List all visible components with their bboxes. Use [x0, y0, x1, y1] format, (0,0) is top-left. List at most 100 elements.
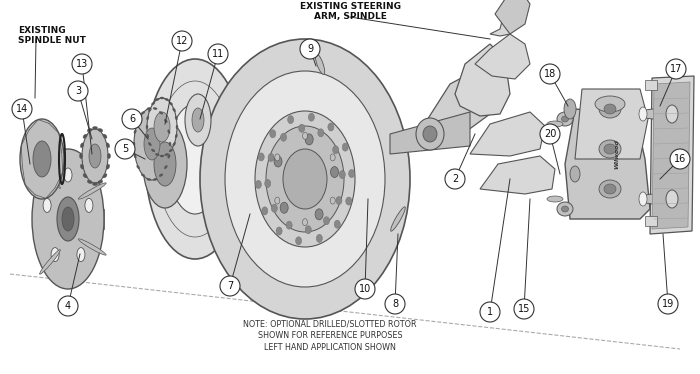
- Text: 4: 4: [65, 301, 71, 311]
- Ellipse shape: [268, 153, 274, 162]
- Ellipse shape: [64, 168, 72, 182]
- Text: 3: 3: [75, 86, 81, 96]
- Text: 12: 12: [176, 36, 188, 46]
- Ellipse shape: [185, 94, 211, 146]
- Ellipse shape: [200, 39, 410, 319]
- Ellipse shape: [258, 153, 264, 161]
- Text: 18: 18: [544, 69, 556, 79]
- Ellipse shape: [256, 180, 261, 188]
- Ellipse shape: [103, 174, 107, 178]
- Ellipse shape: [316, 234, 323, 242]
- Ellipse shape: [640, 194, 670, 204]
- Ellipse shape: [154, 142, 176, 186]
- Circle shape: [58, 296, 78, 316]
- Ellipse shape: [309, 113, 314, 121]
- Ellipse shape: [283, 149, 327, 209]
- Ellipse shape: [168, 130, 170, 134]
- Ellipse shape: [640, 109, 670, 119]
- Ellipse shape: [225, 71, 385, 287]
- Ellipse shape: [173, 142, 176, 146]
- Ellipse shape: [134, 154, 136, 158]
- Ellipse shape: [557, 202, 573, 216]
- Ellipse shape: [57, 197, 79, 241]
- Ellipse shape: [328, 123, 334, 131]
- Ellipse shape: [159, 174, 163, 177]
- Text: 13: 13: [76, 59, 88, 69]
- Ellipse shape: [561, 116, 568, 122]
- Ellipse shape: [286, 221, 292, 229]
- Ellipse shape: [599, 140, 621, 158]
- Ellipse shape: [305, 134, 313, 145]
- Ellipse shape: [557, 112, 573, 126]
- Polygon shape: [490, 0, 520, 36]
- Ellipse shape: [604, 184, 616, 194]
- Ellipse shape: [604, 104, 616, 114]
- Polygon shape: [652, 82, 690, 229]
- Ellipse shape: [155, 98, 160, 101]
- Text: 20: 20: [544, 129, 556, 139]
- Ellipse shape: [159, 111, 163, 114]
- Text: 5: 5: [122, 144, 128, 154]
- Ellipse shape: [144, 128, 160, 160]
- Ellipse shape: [146, 116, 149, 120]
- Ellipse shape: [547, 196, 563, 202]
- Ellipse shape: [342, 143, 348, 151]
- Ellipse shape: [62, 207, 74, 231]
- Ellipse shape: [98, 180, 103, 184]
- Ellipse shape: [168, 154, 170, 158]
- Circle shape: [220, 276, 240, 296]
- Ellipse shape: [160, 97, 164, 99]
- Ellipse shape: [265, 180, 271, 187]
- Ellipse shape: [40, 249, 60, 274]
- Text: 2: 2: [452, 174, 458, 184]
- Ellipse shape: [147, 107, 151, 110]
- Ellipse shape: [570, 166, 580, 182]
- Ellipse shape: [154, 112, 170, 142]
- Text: 17: 17: [670, 64, 682, 74]
- Circle shape: [658, 294, 678, 314]
- Ellipse shape: [164, 153, 169, 156]
- Ellipse shape: [141, 174, 145, 177]
- Ellipse shape: [330, 197, 335, 204]
- Ellipse shape: [145, 59, 245, 259]
- Ellipse shape: [336, 196, 342, 205]
- Ellipse shape: [346, 197, 352, 205]
- Ellipse shape: [323, 217, 330, 225]
- Ellipse shape: [169, 149, 172, 152]
- Polygon shape: [650, 76, 694, 234]
- Circle shape: [670, 149, 690, 169]
- Ellipse shape: [143, 120, 187, 208]
- Text: 9: 9: [307, 44, 313, 54]
- Ellipse shape: [176, 125, 178, 129]
- Circle shape: [122, 109, 142, 129]
- Polygon shape: [415, 64, 500, 139]
- Ellipse shape: [561, 206, 568, 212]
- Ellipse shape: [305, 226, 312, 234]
- Polygon shape: [575, 89, 648, 159]
- Polygon shape: [455, 44, 510, 116]
- Ellipse shape: [80, 153, 83, 159]
- Circle shape: [115, 139, 135, 159]
- Ellipse shape: [266, 126, 344, 232]
- Ellipse shape: [148, 108, 151, 112]
- Ellipse shape: [78, 183, 106, 199]
- Ellipse shape: [332, 146, 339, 154]
- Ellipse shape: [639, 107, 647, 121]
- Ellipse shape: [175, 116, 177, 120]
- Ellipse shape: [281, 133, 286, 141]
- Ellipse shape: [164, 165, 167, 169]
- Ellipse shape: [83, 174, 88, 178]
- Ellipse shape: [103, 134, 107, 138]
- Ellipse shape: [83, 134, 88, 138]
- Circle shape: [666, 59, 686, 79]
- Ellipse shape: [160, 155, 164, 157]
- Polygon shape: [565, 109, 650, 219]
- Ellipse shape: [85, 198, 93, 212]
- Ellipse shape: [141, 111, 145, 114]
- Ellipse shape: [302, 219, 307, 226]
- Ellipse shape: [315, 53, 325, 74]
- Ellipse shape: [391, 207, 405, 231]
- Ellipse shape: [133, 142, 135, 146]
- Circle shape: [12, 99, 32, 119]
- Ellipse shape: [599, 100, 621, 118]
